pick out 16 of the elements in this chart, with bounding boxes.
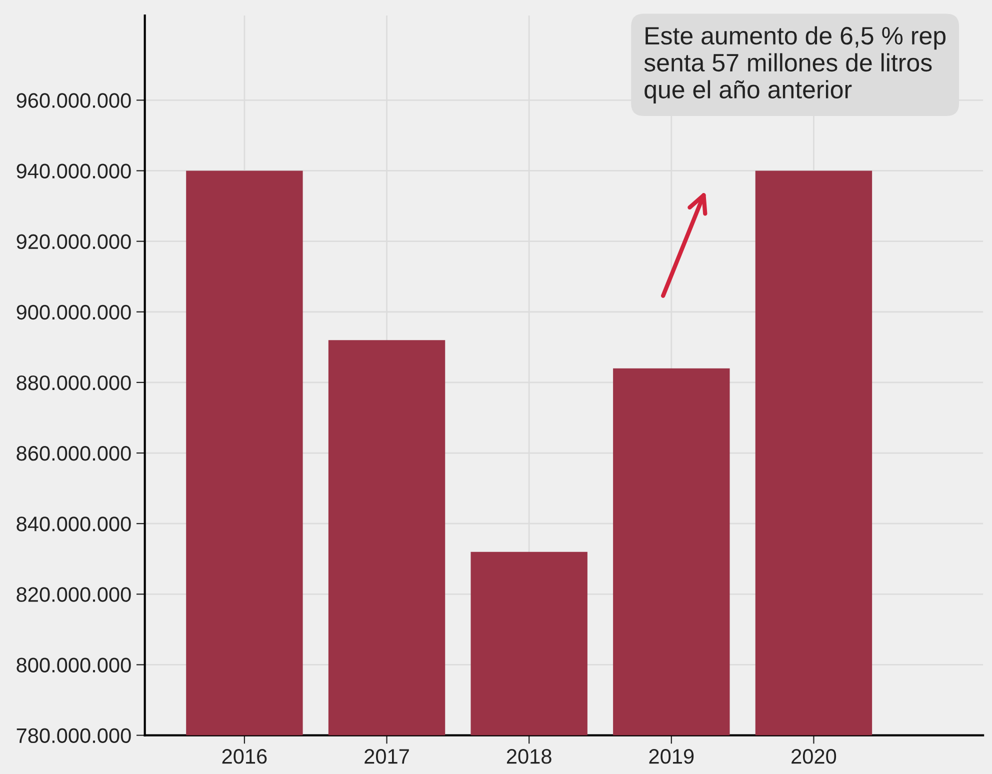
x-tick-label: 2019	[649, 749, 694, 764]
x-tick-label: 2020	[792, 749, 836, 764]
x-tick-label: 2017	[364, 749, 409, 764]
y-tick-label: 920.000.000	[16, 234, 131, 250]
x-tick-label: 2016	[222, 749, 267, 764]
y-tick-label: 860.000.000	[16, 446, 131, 461]
y-tick-label: 940.000.000	[16, 164, 131, 178]
y-tick-label: 900.000.000	[16, 304, 131, 320]
annotation: Este aumento de 6,5 % rep senta 57 millones de litros que el año anterior	[644, 26, 946, 104]
y-tick-label: 800.000.000	[16, 658, 131, 672]
y-tick-label: 880.000.000	[16, 375, 131, 390]
y-tick-label: 780.000.000	[16, 728, 131, 744]
y-tick-label: 840.000.000	[16, 516, 131, 532]
y-tick-label: 960.000.000	[16, 93, 131, 108]
x-tick-label: 2018	[506, 749, 552, 764]
y-tick-label: 820.000.000	[16, 587, 131, 602]
